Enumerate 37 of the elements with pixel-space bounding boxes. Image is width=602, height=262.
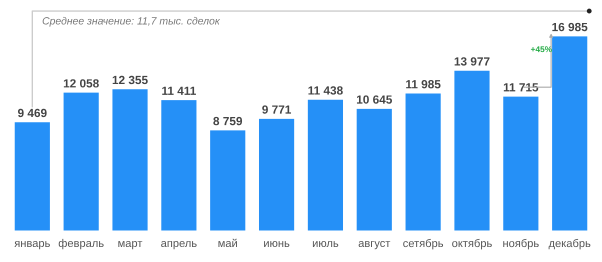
data-label: 9 469 — [18, 108, 47, 118]
bar — [161, 100, 196, 231]
data-label: 12 355 — [112, 76, 148, 84]
x-tick-label: май — [218, 238, 237, 248]
bar — [308, 100, 344, 231]
bar — [258, 118, 294, 231]
x-tick-label: февраль — [58, 238, 104, 250]
data-label: 12 058 — [64, 79, 99, 88]
bar — [112, 89, 148, 231]
x-tick-label: октябрь — [452, 238, 492, 250]
bar — [14, 122, 50, 231]
x-tick-label: ноябрь — [503, 238, 539, 250]
data-label: 11 985 — [406, 80, 441, 88]
text: Среднее значение: 11,7 тыс. сделок — [42, 16, 220, 27]
bar — [503, 96, 538, 231]
data-label: 16 985 — [552, 22, 588, 32]
bar — [210, 130, 246, 231]
data-label: 9 771 — [262, 105, 292, 114]
x-tick-label: сетябрь — [403, 238, 444, 250]
bar — [454, 70, 490, 231]
data-label: 13 977 — [454, 57, 490, 66]
bar — [406, 94, 441, 231]
x-tick-label: апрель — [161, 240, 197, 250]
bar — [356, 108, 392, 231]
x-tick-label: март — [118, 240, 142, 250]
data-label: 8 759 — [213, 116, 242, 126]
x-tick-label: декабрь — [548, 238, 590, 250]
data-label: 11 438 — [308, 86, 343, 95]
data-label: 11 411 — [162, 86, 196, 95]
bar — [552, 36, 588, 231]
x-tick-label: июль — [312, 240, 338, 248]
annotation: +45% — [530, 46, 552, 52]
x-tick-label: август — [358, 240, 390, 250]
x-tick-label: июнь — [264, 240, 290, 248]
data-label: 10 645 — [356, 95, 392, 104]
x-tick-label: январь — [14, 240, 50, 250]
bar — [64, 92, 99, 231]
